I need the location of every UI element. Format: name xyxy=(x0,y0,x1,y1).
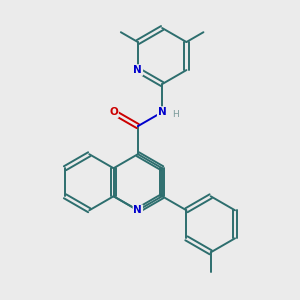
Text: N: N xyxy=(134,205,142,215)
Text: O: O xyxy=(109,107,118,117)
Text: H: H xyxy=(172,110,179,119)
Text: N: N xyxy=(158,107,167,117)
Text: N: N xyxy=(134,65,142,75)
